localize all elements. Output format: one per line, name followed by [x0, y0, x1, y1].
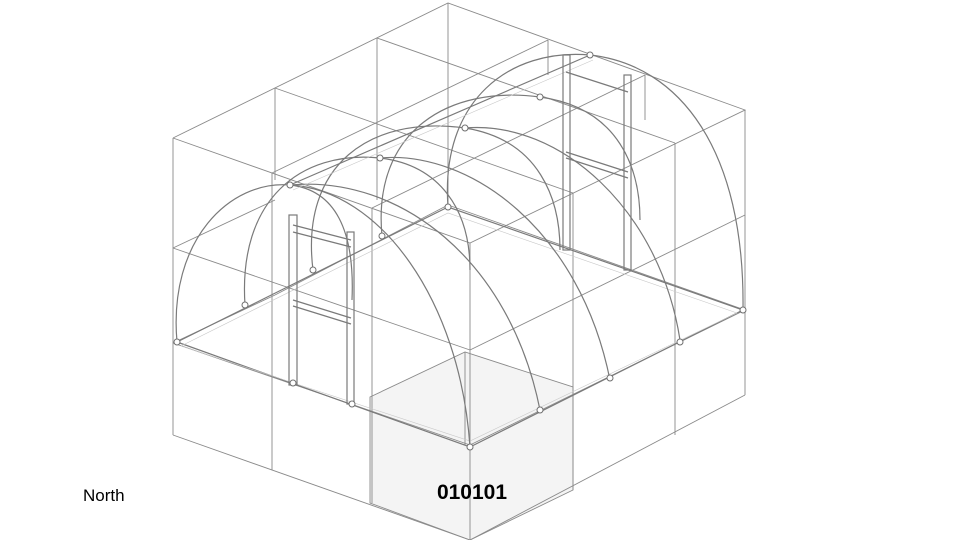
reference-grid [172, 2, 747, 540]
direction-label: North [83, 486, 125, 505]
selected-cell-code: 010101 [436, 481, 508, 504]
greenhouse-frame [173, 51, 747, 451]
